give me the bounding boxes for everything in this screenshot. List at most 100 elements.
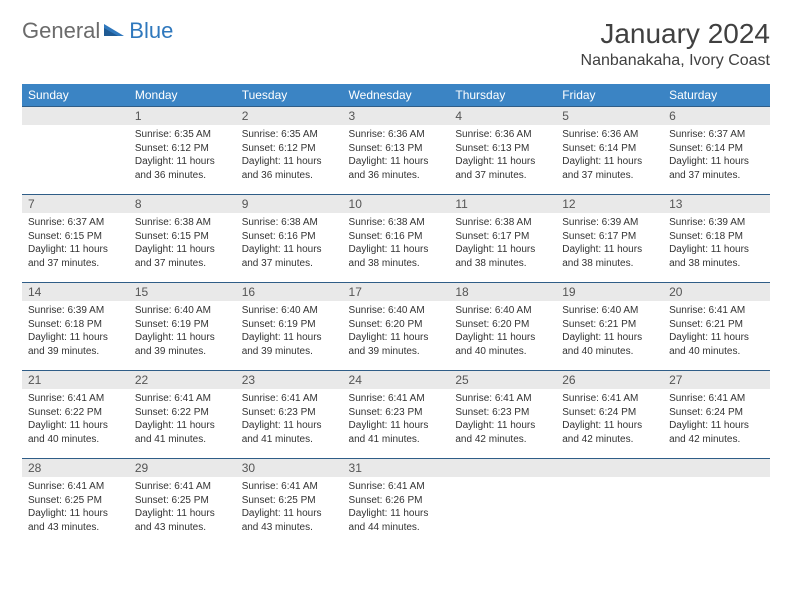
calendar-cell: 8Sunrise: 6:38 AMSunset: 6:15 PMDaylight… [129, 195, 236, 283]
weekday-header: Wednesday [343, 84, 450, 107]
day-number: 16 [236, 283, 343, 301]
day-number: 11 [449, 195, 556, 213]
calendar-cell: 18Sunrise: 6:40 AMSunset: 6:20 PMDayligh… [449, 283, 556, 371]
calendar-cell: 10Sunrise: 6:38 AMSunset: 6:16 PMDayligh… [343, 195, 450, 283]
calendar-cell: 17Sunrise: 6:40 AMSunset: 6:20 PMDayligh… [343, 283, 450, 371]
day-number: 6 [663, 107, 770, 125]
day-number: 3 [343, 107, 450, 125]
day-number-empty [663, 459, 770, 477]
day-number: 19 [556, 283, 663, 301]
day-number: 12 [556, 195, 663, 213]
calendar-cell: 6Sunrise: 6:37 AMSunset: 6:14 PMDaylight… [663, 107, 770, 195]
location: Nanbanakaha, Ivory Coast [581, 52, 770, 70]
day-number: 25 [449, 371, 556, 389]
day-content: Sunrise: 6:35 AMSunset: 6:12 PMDaylight:… [129, 125, 236, 188]
calendar-cell: 7Sunrise: 6:37 AMSunset: 6:15 PMDaylight… [22, 195, 129, 283]
calendar-cell: 4Sunrise: 6:36 AMSunset: 6:13 PMDaylight… [449, 107, 556, 195]
day-number: 14 [22, 283, 129, 301]
day-content: Sunrise: 6:38 AMSunset: 6:16 PMDaylight:… [343, 213, 450, 276]
weekday-header: Friday [556, 84, 663, 107]
day-number: 15 [129, 283, 236, 301]
calendar-cell: 25Sunrise: 6:41 AMSunset: 6:23 PMDayligh… [449, 371, 556, 459]
calendar-cell: 26Sunrise: 6:41 AMSunset: 6:24 PMDayligh… [556, 371, 663, 459]
calendar-week-row: 7Sunrise: 6:37 AMSunset: 6:15 PMDaylight… [22, 195, 770, 283]
day-number: 31 [343, 459, 450, 477]
day-number: 17 [343, 283, 450, 301]
calendar-week-row: 21Sunrise: 6:41 AMSunset: 6:22 PMDayligh… [22, 371, 770, 459]
day-content: Sunrise: 6:41 AMSunset: 6:23 PMDaylight:… [343, 389, 450, 452]
day-content: Sunrise: 6:41 AMSunset: 6:21 PMDaylight:… [663, 301, 770, 364]
brand-word-2: Blue [129, 18, 173, 44]
day-content: Sunrise: 6:41 AMSunset: 6:24 PMDaylight:… [663, 389, 770, 452]
day-number: 2 [236, 107, 343, 125]
day-content: Sunrise: 6:40 AMSunset: 6:19 PMDaylight:… [129, 301, 236, 364]
day-content: Sunrise: 6:37 AMSunset: 6:15 PMDaylight:… [22, 213, 129, 276]
day-number: 23 [236, 371, 343, 389]
day-number: 27 [663, 371, 770, 389]
day-content: Sunrise: 6:41 AMSunset: 6:22 PMDaylight:… [22, 389, 129, 452]
calendar-week-row: 1Sunrise: 6:35 AMSunset: 6:12 PMDaylight… [22, 107, 770, 195]
day-number: 1 [129, 107, 236, 125]
day-number: 13 [663, 195, 770, 213]
calendar-cell: 20Sunrise: 6:41 AMSunset: 6:21 PMDayligh… [663, 283, 770, 371]
calendar-cell: 21Sunrise: 6:41 AMSunset: 6:22 PMDayligh… [22, 371, 129, 459]
day-number-empty [556, 459, 663, 477]
day-content: Sunrise: 6:36 AMSunset: 6:13 PMDaylight:… [449, 125, 556, 188]
day-number: 24 [343, 371, 450, 389]
weekday-header: Saturday [663, 84, 770, 107]
day-number: 22 [129, 371, 236, 389]
flag-icon [104, 22, 126, 40]
calendar-header-row: SundayMondayTuesdayWednesdayThursdayFrid… [22, 84, 770, 107]
day-number: 5 [556, 107, 663, 125]
day-content: Sunrise: 6:39 AMSunset: 6:17 PMDaylight:… [556, 213, 663, 276]
day-number: 4 [449, 107, 556, 125]
calendar-cell: 12Sunrise: 6:39 AMSunset: 6:17 PMDayligh… [556, 195, 663, 283]
day-number: 28 [22, 459, 129, 477]
day-content: Sunrise: 6:40 AMSunset: 6:21 PMDaylight:… [556, 301, 663, 364]
day-content: Sunrise: 6:41 AMSunset: 6:25 PMDaylight:… [236, 477, 343, 540]
day-number-empty [22, 107, 129, 125]
day-content: Sunrise: 6:41 AMSunset: 6:23 PMDaylight:… [236, 389, 343, 452]
calendar-cell [449, 459, 556, 547]
day-content: Sunrise: 6:37 AMSunset: 6:14 PMDaylight:… [663, 125, 770, 188]
calendar-cell: 3Sunrise: 6:36 AMSunset: 6:13 PMDaylight… [343, 107, 450, 195]
weekday-header: Tuesday [236, 84, 343, 107]
calendar-table: SundayMondayTuesdayWednesdayThursdayFrid… [22, 84, 770, 547]
calendar-cell: 31Sunrise: 6:41 AMSunset: 6:26 PMDayligh… [343, 459, 450, 547]
day-content: Sunrise: 6:38 AMSunset: 6:15 PMDaylight:… [129, 213, 236, 276]
calendar-cell: 16Sunrise: 6:40 AMSunset: 6:19 PMDayligh… [236, 283, 343, 371]
day-number: 9 [236, 195, 343, 213]
day-number: 18 [449, 283, 556, 301]
day-content: Sunrise: 6:38 AMSunset: 6:17 PMDaylight:… [449, 213, 556, 276]
day-number-empty [449, 459, 556, 477]
day-content: Sunrise: 6:36 AMSunset: 6:13 PMDaylight:… [343, 125, 450, 188]
weekday-header: Thursday [449, 84, 556, 107]
calendar-cell [556, 459, 663, 547]
calendar-cell: 1Sunrise: 6:35 AMSunset: 6:12 PMDaylight… [129, 107, 236, 195]
day-number: 21 [22, 371, 129, 389]
day-content: Sunrise: 6:39 AMSunset: 6:18 PMDaylight:… [22, 301, 129, 364]
day-content: Sunrise: 6:41 AMSunset: 6:25 PMDaylight:… [22, 477, 129, 540]
day-number: 29 [129, 459, 236, 477]
calendar-cell: 29Sunrise: 6:41 AMSunset: 6:25 PMDayligh… [129, 459, 236, 547]
day-content: Sunrise: 6:40 AMSunset: 6:19 PMDaylight:… [236, 301, 343, 364]
month-title: January 2024 [581, 18, 770, 50]
day-content: Sunrise: 6:40 AMSunset: 6:20 PMDaylight:… [343, 301, 450, 364]
day-content: Sunrise: 6:41 AMSunset: 6:26 PMDaylight:… [343, 477, 450, 540]
day-content: Sunrise: 6:38 AMSunset: 6:16 PMDaylight:… [236, 213, 343, 276]
calendar-cell [22, 107, 129, 195]
calendar-week-row: 28Sunrise: 6:41 AMSunset: 6:25 PMDayligh… [22, 459, 770, 547]
calendar-cell: 15Sunrise: 6:40 AMSunset: 6:19 PMDayligh… [129, 283, 236, 371]
day-content: Sunrise: 6:41 AMSunset: 6:25 PMDaylight:… [129, 477, 236, 540]
day-number: 30 [236, 459, 343, 477]
day-content: Sunrise: 6:39 AMSunset: 6:18 PMDaylight:… [663, 213, 770, 276]
day-content: Sunrise: 6:35 AMSunset: 6:12 PMDaylight:… [236, 125, 343, 188]
title-block: January 2024 Nanbanakaha, Ivory Coast [581, 18, 770, 70]
calendar-cell: 22Sunrise: 6:41 AMSunset: 6:22 PMDayligh… [129, 371, 236, 459]
calendar-cell: 28Sunrise: 6:41 AMSunset: 6:25 PMDayligh… [22, 459, 129, 547]
calendar-cell: 9Sunrise: 6:38 AMSunset: 6:16 PMDaylight… [236, 195, 343, 283]
day-content: Sunrise: 6:41 AMSunset: 6:22 PMDaylight:… [129, 389, 236, 452]
brand-logo: General Blue [22, 18, 173, 44]
calendar-cell: 27Sunrise: 6:41 AMSunset: 6:24 PMDayligh… [663, 371, 770, 459]
day-content: Sunrise: 6:40 AMSunset: 6:20 PMDaylight:… [449, 301, 556, 364]
